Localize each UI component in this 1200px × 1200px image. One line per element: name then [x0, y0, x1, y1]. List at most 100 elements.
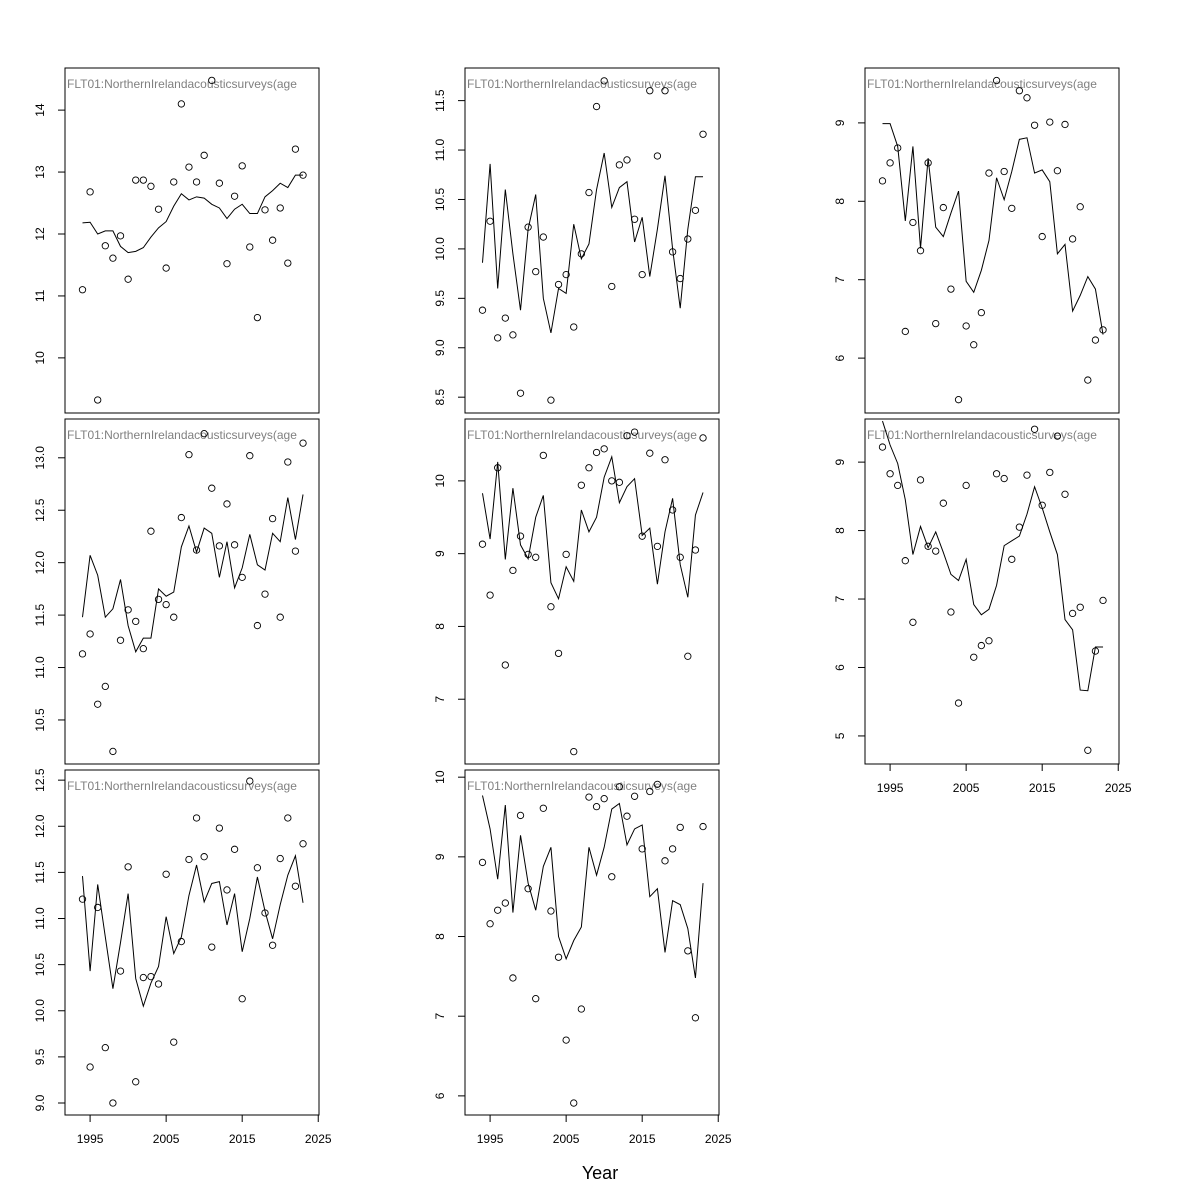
data-point — [208, 484, 216, 492]
panel: FLT01:NorthernIrelandacousticsurveys(age… — [33, 418, 320, 765]
data-point — [977, 308, 986, 317]
y-tick-label: 6 — [833, 664, 847, 671]
data-point — [516, 532, 525, 540]
y-tick-label: 12.0 — [33, 814, 47, 838]
data-point — [139, 645, 147, 653]
data-point — [954, 396, 963, 404]
data-point — [177, 100, 186, 108]
y-tick-label: 7 — [833, 595, 847, 602]
data-point — [570, 323, 578, 331]
data-point — [600, 445, 608, 453]
data-point — [94, 396, 102, 404]
data-point — [94, 700, 102, 708]
panel: FLT01:NorthernIrelandacousticsurveys(age… — [433, 418, 720, 765]
data-point — [1030, 425, 1039, 433]
data-point — [253, 864, 262, 872]
panel: FLT01:NorthernIrelandacousticsurveys(age… — [33, 768, 332, 1146]
x-tick-label: 2005 — [953, 781, 980, 795]
data-point — [1046, 468, 1054, 477]
panel-frame — [864, 418, 1120, 765]
data-point — [109, 747, 117, 756]
data-point — [261, 590, 269, 598]
data-point — [608, 282, 616, 291]
data-point — [992, 470, 1001, 478]
data-point — [947, 608, 955, 616]
y-tick-label: 7 — [433, 696, 447, 703]
data-point — [246, 452, 254, 460]
data-point — [691, 1014, 700, 1022]
fitted-line — [481, 152, 704, 334]
data-point — [939, 203, 947, 212]
data-point — [1061, 120, 1069, 129]
data-point — [653, 780, 662, 788]
data-point — [676, 823, 684, 832]
data-point — [124, 275, 132, 283]
y-tick-label: 10.5 — [33, 953, 47, 977]
data-point — [200, 853, 208, 861]
data-point — [547, 907, 555, 915]
y-tick-label: 8.5 — [433, 389, 447, 406]
y-tick-label: 12.5 — [33, 768, 47, 792]
data-point — [132, 176, 140, 184]
panel-frame — [64, 769, 320, 1116]
data-point — [162, 600, 170, 609]
y-tick-label: 13.0 — [33, 446, 47, 470]
data-point — [977, 641, 986, 650]
data-point — [501, 661, 509, 669]
data-point — [276, 854, 284, 863]
data-point — [215, 542, 224, 550]
panel-title: FLT01:NorthernIrelandacousticsurveys(age — [867, 428, 1097, 442]
data-point — [916, 476, 925, 484]
data-point — [878, 443, 887, 451]
data-point — [192, 178, 201, 186]
data-point — [208, 943, 216, 951]
data-point — [699, 434, 707, 442]
data-point — [532, 553, 540, 561]
data-point — [78, 286, 87, 294]
y-tick-label: 9 — [833, 119, 847, 126]
data-point — [554, 649, 563, 658]
data-point — [653, 542, 662, 551]
data-point — [154, 205, 163, 213]
data-point — [223, 886, 231, 894]
data-point — [615, 161, 624, 169]
data-point — [494, 906, 502, 914]
data-point — [646, 449, 654, 457]
data-point — [284, 259, 292, 267]
y-tick-label: 11.0 — [33, 907, 47, 930]
data-point — [109, 254, 117, 262]
data-point — [600, 795, 608, 803]
x-tick-label: 1995 — [77, 1132, 104, 1146]
data-point — [623, 432, 631, 440]
y-tick-label: 10 — [433, 770, 447, 784]
y-tick-label: 9.5 — [33, 1048, 47, 1065]
data-point — [268, 514, 277, 523]
data-point — [592, 102, 601, 111]
data-point — [547, 396, 555, 404]
data-point — [486, 217, 494, 225]
data-point — [901, 327, 909, 336]
data-point — [253, 313, 262, 322]
data-point — [170, 613, 178, 621]
data-point — [291, 882, 300, 890]
data-point — [147, 527, 155, 535]
data-point — [516, 811, 525, 820]
data-point — [132, 1078, 140, 1086]
data-point — [585, 188, 593, 197]
data-point — [1084, 376, 1092, 384]
data-point — [185, 855, 193, 864]
data-point — [223, 500, 231, 508]
data-point — [661, 857, 669, 865]
data-point — [947, 285, 955, 293]
data-point — [608, 477, 616, 485]
y-tick-label: 10.0 — [433, 237, 447, 261]
data-point — [539, 233, 547, 241]
panel-frame — [64, 67, 320, 414]
y-tick-label: 11.5 — [33, 861, 47, 884]
y-tick-label: 9.0 — [33, 1094, 47, 1111]
y-tick-label: 8 — [433, 623, 447, 630]
data-point — [623, 156, 631, 164]
panel-frame — [864, 67, 1120, 414]
y-tick-label: 11.5 — [33, 604, 47, 627]
